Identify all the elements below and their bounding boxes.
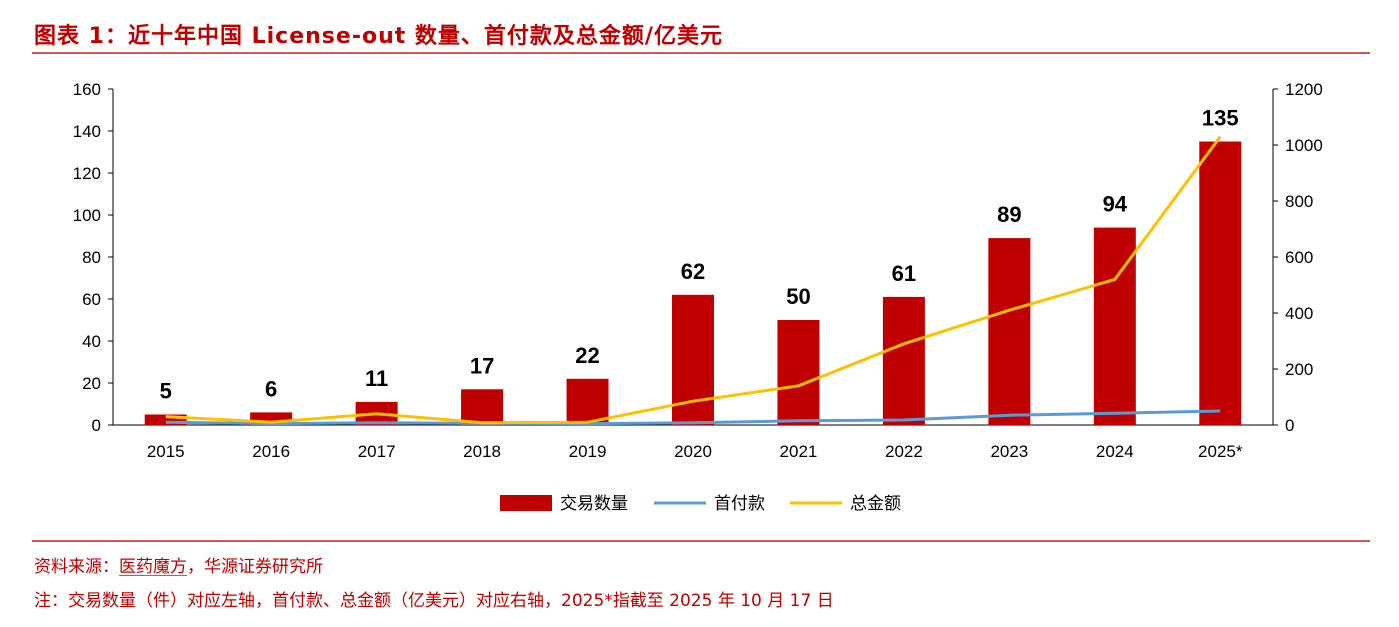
data-label: 5	[160, 379, 172, 404]
legend: 交易数量 首付款 总金额	[500, 494, 901, 514]
x-tick-label: 2024	[1096, 442, 1134, 461]
x-tick-label: 2016	[252, 442, 290, 461]
bar	[882, 296, 925, 425]
x-tick-label: 2019	[569, 442, 607, 461]
y-right-tick-label: 200	[1285, 360, 1313, 379]
bar	[461, 389, 504, 425]
x-tick-label: 2020	[674, 442, 712, 461]
y-left-tick-label: 100	[73, 206, 101, 225]
y-left-tick-label: 120	[73, 164, 101, 183]
y-right-tick-label: 1000	[1285, 136, 1323, 155]
bar	[1199, 141, 1242, 425]
y-right-tick-label: 600	[1285, 248, 1313, 267]
y-left-tick-label: 80	[82, 248, 101, 267]
data-labels: 5 6 11 17 22 62 50 61 89 94 135	[160, 106, 1239, 404]
x-tick-label: 2025*	[1198, 442, 1243, 461]
y-left-tick-label: 40	[82, 332, 101, 351]
x-tick-label: 2021	[780, 442, 818, 461]
y-left-tick-label: 60	[82, 290, 101, 309]
legend-label: 总金额	[850, 494, 901, 514]
series-line-total	[165, 135, 1222, 425]
data-label: 89	[997, 202, 1021, 227]
data-label: 135	[1202, 106, 1239, 131]
data-label: 61	[892, 261, 916, 286]
legend-swatch-bar	[500, 495, 552, 511]
x-tick-label: 2017	[358, 442, 396, 461]
header-rule	[32, 52, 1370, 54]
bar	[566, 378, 609, 425]
axes: 0 20 40 60 80 100 120 140 160 0 200 400 600 800 1000 12…	[73, 80, 1323, 461]
bar	[144, 414, 187, 425]
data-label: 22	[575, 343, 599, 368]
data-label: 17	[470, 353, 494, 378]
x-tick-label: 2022	[885, 442, 923, 461]
data-label: 62	[681, 259, 705, 284]
bar-series	[144, 141, 1242, 425]
footnote: 注：交易数量（件）对应左轴，首付款、总金额（亿美元）对应右轴，2025*指截至 …	[34, 591, 834, 611]
x-tick-label: 2023	[990, 442, 1028, 461]
source-suffix: ，华源证券研究所	[187, 557, 323, 577]
legend-label: 交易数量	[560, 494, 628, 514]
footer-rule	[32, 540, 1370, 542]
y-left-tick-label: 140	[73, 122, 101, 141]
y-right-tick-label: 400	[1285, 304, 1313, 323]
series-line-upfront	[165, 409, 1221, 426]
source-prefix: 资料来源：	[34, 557, 119, 577]
x-tick-label: 2015	[147, 442, 185, 461]
bar	[988, 238, 1031, 425]
bar	[777, 320, 820, 425]
line-series	[165, 135, 1222, 426]
chart-title: 图表 1：近十年中国 License-out 数量、首付款及总金额/亿美元	[34, 24, 723, 49]
y-right-tick-label: 1200	[1285, 80, 1323, 99]
data-label: 6	[265, 376, 277, 401]
y-right-tick-label: 800	[1285, 192, 1313, 211]
y-left-tick-label: 20	[82, 374, 101, 393]
source-link[interactable]: 医药魔方	[119, 557, 187, 577]
chart-svg: 0 20 40 60 80 100 120 140 160 0 200 400 600 800 1000 12…	[73, 80, 1323, 514]
y-left-tick-label: 0	[92, 416, 101, 435]
legend-label: 首付款	[714, 494, 765, 514]
data-label: 11	[365, 366, 388, 391]
x-tick-label: 2018	[463, 442, 501, 461]
data-label: 94	[1103, 192, 1128, 217]
y-left-tick-label: 160	[73, 80, 101, 99]
data-label: 50	[786, 284, 810, 309]
y-right-tick-label: 0	[1285, 416, 1294, 435]
source-note: 资料来源：医药魔方，华源证券研究所	[34, 552, 323, 577]
